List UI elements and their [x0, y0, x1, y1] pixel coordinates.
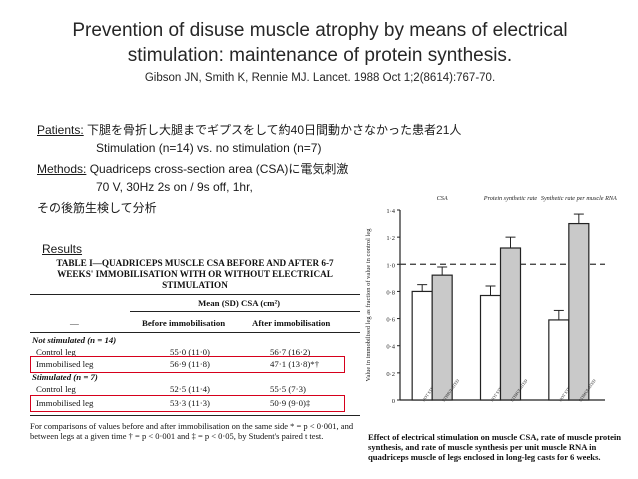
row-before: 55·0 (11·0): [170, 347, 210, 357]
panel-title: CSA: [437, 195, 448, 202]
table-footnote: For comparisons of values before and aft…: [30, 421, 354, 441]
y-axis-label: Value in immobilised leg as fraction of …: [365, 228, 372, 382]
y-tick-label: 1·2: [386, 235, 395, 242]
column-after: After immobilisation: [252, 318, 331, 328]
methods-label: Methods:: [37, 162, 87, 176]
panel-title: Synthetic rate per muscle RNA: [541, 195, 617, 202]
groups-line: Stimulation (n=14) vs. no stimulation (n…: [96, 141, 322, 155]
table-caption: TABLE I—QUADRICEPS MUSCLE CSA BEFORE AND…: [30, 258, 360, 291]
panel-title: Protein synthetic rate: [483, 195, 538, 202]
table-rule: [30, 415, 360, 416]
csa-table: TABLE I—QUADRICEPS MUSCLE CSA BEFORE AND…: [30, 258, 360, 458]
y-tick-label: 0: [392, 398, 395, 405]
bar: [431, 274, 453, 401]
patients-label: Patients:: [37, 123, 84, 137]
table-caption-line-1: TABLE I—QUADRICEPS MUSCLE CSA BEFORE AND…: [56, 258, 334, 268]
chart-caption: Effect of electrical stimulation on musc…: [368, 432, 622, 462]
biopsy-line: その後筋生検して分析: [37, 201, 157, 215]
row-after: 47·1 (13·8)*†: [270, 359, 320, 369]
title-line-1: Prevention of disuse muscle atrophy by m…: [72, 20, 568, 41]
row-before: 56·9 (11·8): [170, 359, 210, 369]
y-tick-label: 1·0: [386, 262, 395, 269]
bar: [499, 247, 522, 401]
table-caption-line-3: STIMULATION: [162, 280, 228, 290]
patients-line: Patients: 下腿を骨折し大腿までギプスをして約40日間動かさなかった患者…: [37, 121, 461, 138]
row-after: 50·9 (9·0)‡: [270, 398, 311, 408]
row-label: Control leg: [36, 384, 76, 394]
bar: [411, 290, 433, 401]
bar-chart: 0 0·2 0·4 0·6 0·8 1·0 1·2 1·4 Value in immobilis…: [365, 195, 617, 405]
row-before: 53·3 (11·3): [170, 398, 210, 408]
column-before: Before immobilisation: [142, 318, 226, 328]
column-group-header: Mean (SD) CSA (cm²): [198, 298, 281, 308]
row-label: Immobilised leg: [36, 398, 94, 408]
title-line-2: stimulation: maintenance of protein synt…: [127, 45, 513, 66]
patients-text: 下腿を骨折し大腿までギプスをして約40日間動かさなかった患者21人: [83, 123, 462, 137]
row-after: 55·5 (7·3): [270, 384, 306, 394]
methods-text: Quadriceps cross-section area (CSA)に電気刺激: [86, 162, 349, 176]
row-label: Control leg: [36, 347, 76, 357]
table-rule: [30, 332, 360, 333]
y-tick-label: 0·8: [386, 289, 395, 296]
y-tick-label: 0·4: [386, 344, 395, 351]
citation: Gibson JN, Smith K, Rennie MJ. Lancet. 1…: [144, 72, 496, 84]
row-label: Immobilised leg: [36, 359, 94, 369]
table-rule: [130, 311, 360, 312]
y-tick-label: 1·4: [386, 208, 395, 215]
bar: [568, 222, 590, 401]
methods-line: Methods: Quadriceps cross-section area (…: [37, 160, 348, 177]
column-dash: —: [70, 318, 79, 328]
bar: [479, 294, 502, 401]
row-after: 56·7 (16·2): [270, 347, 311, 357]
stim-params-line: 70 V, 30Hz 2s on / 9s off, 1hr,: [96, 180, 253, 194]
group-header: Stimulated (n = 7): [32, 372, 98, 382]
table-rule: [30, 294, 360, 295]
y-tick-label: 0·2: [386, 371, 395, 378]
highlight-box: [30, 395, 345, 412]
table-caption-line-2: WEEKS' IMMOBILISATION WITH OR WITHOUT EL…: [57, 269, 333, 279]
y-tick-label: 0·6: [386, 317, 395, 324]
row-before: 52·5 (11·4): [170, 384, 210, 394]
group-header: Not stimulated (n = 14): [32, 335, 117, 345]
results-label: Results: [42, 242, 83, 256]
highlight-box: [30, 356, 345, 373]
